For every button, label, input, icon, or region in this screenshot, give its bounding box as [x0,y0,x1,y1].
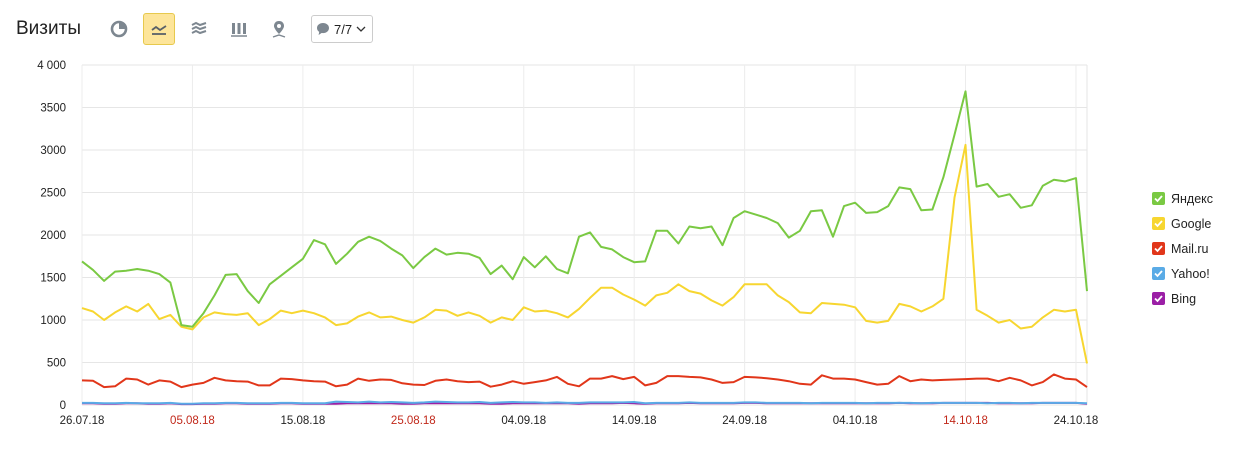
x-tick-label: 25.08.18 [391,415,436,427]
page-title: Визиты [16,18,81,39]
pie-chart-button[interactable] [103,13,135,45]
y-tick-label: 2500 [40,188,66,200]
y-tick-label: 3500 [40,103,66,115]
y-tick-label: 1000 [40,315,66,327]
legend-item-yahoo[interactable]: Yahoo! [1152,261,1213,286]
stacked-area-icon [191,21,207,35]
goals-dropdown[interactable]: 7/7 [310,15,374,43]
legend-label: Google [1171,216,1212,231]
series-line-yahoo [82,400,1088,405]
bar-chart-icon [230,23,247,37]
legend-label: Yahoo! [1171,266,1210,281]
comment-icon [316,23,329,35]
check-icon [1154,195,1163,203]
x-tick-label: 14.10.18 [943,415,988,427]
chevron-down-icon [356,26,366,32]
series-line-mailru [81,373,1088,389]
x-tick-label: 14.09.18 [612,415,657,427]
series-line-google [81,143,1088,364]
legend: Яндекс Google Mail.ru Yahoo! Bing [1152,186,1213,311]
check-icon [1154,295,1163,303]
y-tick-label: 500 [47,358,66,370]
stacked-area-button[interactable] [183,13,215,45]
line-chart-button[interactable] [142,13,175,45]
x-tick-label: 24.10.18 [1054,415,1099,427]
y-tick-label: 3000 [40,145,66,157]
legend-item-mailru[interactable]: Mail.ru [1152,236,1213,261]
legend-checkbox[interactable] [1152,292,1165,305]
legend-checkbox[interactable] [1152,192,1165,205]
legend-item-google[interactable]: Google [1152,211,1213,236]
legend-label: Яндекс [1171,191,1214,206]
map-button[interactable] [263,13,295,45]
toolbar: Визиты [16,12,374,46]
legend-item-yandex[interactable]: Яндекс [1152,186,1213,211]
check-icon [1154,220,1163,228]
dropdown-value: 7/7 [333,21,353,37]
y-tick-label: 1500 [40,273,66,285]
map-pin-icon [272,21,286,38]
x-tick-label: 05.08.18 [170,415,215,427]
y-tick-label: 4 000 [37,60,66,72]
pie-chart-icon [110,20,128,38]
bar-chart-button[interactable] [223,13,255,45]
x-tick-label: 04.09.18 [501,415,546,427]
x-tick-label: 26.07.18 [60,415,105,427]
legend-label: Mail.ru [1171,241,1209,256]
legend-checkbox[interactable] [1152,267,1165,280]
y-tick-label: 0 [60,400,66,412]
x-tick-label: 15.08.18 [280,415,325,427]
x-tick-label: 24.09.18 [722,415,767,427]
check-icon [1154,270,1163,278]
y-tick-label: 2000 [40,230,66,242]
legend-checkbox[interactable] [1152,217,1165,230]
x-tick-label: 04.10.18 [833,415,878,427]
check-icon [1154,245,1163,253]
line-chart-icon [151,25,167,35]
series-line-yandex [81,90,1088,328]
legend-checkbox[interactable] [1152,242,1165,255]
legend-item-bing[interactable]: Bing [1152,286,1213,311]
legend-label: Bing [1171,291,1197,306]
